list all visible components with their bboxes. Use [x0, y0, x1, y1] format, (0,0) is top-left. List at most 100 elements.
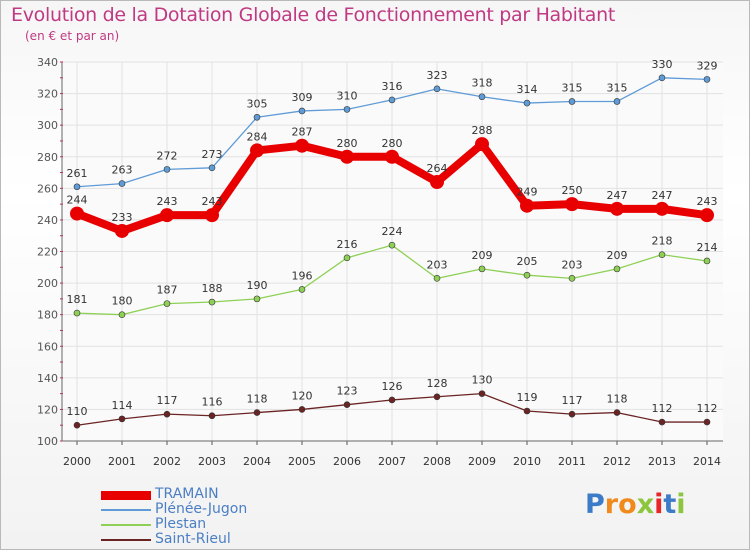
y-tick-label: 280 [37, 151, 58, 164]
data-point [433, 393, 441, 401]
data-point [385, 149, 399, 164]
data-label: 190 [247, 279, 268, 292]
data-label: 273 [202, 148, 223, 161]
x-tick-label: 2008 [423, 455, 451, 468]
data-label: 233 [112, 211, 133, 224]
data-point [73, 421, 81, 429]
data-label: 249 [517, 186, 538, 199]
data-label: 263 [112, 164, 133, 177]
data-point [478, 390, 486, 397]
data-point [205, 208, 219, 223]
x-tick-label: 2002 [153, 455, 181, 468]
legend-swatch-tramain [101, 491, 151, 500]
x-tick-label: 2010 [513, 455, 541, 468]
data-label: 280 [382, 137, 403, 150]
data-point [343, 254, 351, 262]
chart-title: Evolution de la Dotation Globale de Fonc… [11, 4, 616, 26]
legend-swatch-plestan [101, 524, 151, 526]
data-point [655, 201, 669, 216]
data-point [478, 265, 486, 273]
data-point [433, 85, 441, 93]
data-label: 205 [517, 255, 538, 268]
data-label: 116 [202, 396, 223, 409]
data-label: 119 [517, 391, 538, 404]
data-point [208, 164, 216, 172]
data-label: 214 [697, 241, 718, 254]
data-label: 243 [697, 195, 718, 208]
data-point [118, 180, 126, 187]
data-label: 310 [337, 89, 358, 102]
data-label: 330 [652, 58, 673, 71]
data-label: 315 [562, 81, 583, 94]
data-point [253, 113, 261, 121]
series-saint-rieul: 110 114 117 116 118 120 123 126 128 130 119 117 118 1… [67, 374, 718, 429]
data-label: 118 [247, 393, 268, 406]
data-point [703, 257, 711, 265]
data-point [703, 76, 711, 83]
proxiti-logo: Proxiti [585, 489, 686, 520]
x-tick-label: 2007 [378, 455, 406, 468]
data-point [118, 311, 126, 318]
data-label: 218 [652, 235, 673, 248]
data-label: 112 [652, 402, 673, 415]
y-tick-label: 300 [37, 119, 58, 132]
data-point [565, 197, 579, 212]
y-tick-label: 340 [37, 56, 58, 69]
data-label: 244 [67, 194, 88, 207]
data-label: 284 [247, 130, 268, 143]
y-tick-label: 220 [37, 246, 58, 259]
data-point [475, 137, 489, 152]
data-label: 181 [67, 293, 88, 306]
data-point [253, 295, 261, 303]
logo-letter: r [604, 489, 619, 520]
data-point [295, 138, 309, 153]
data-label: 243 [157, 195, 178, 208]
data-point [388, 241, 396, 249]
data-label: 209 [472, 249, 493, 262]
data-point [613, 265, 621, 273]
data-label: 329 [697, 59, 718, 72]
legend-item-plenee-jugon: Plénée-Jugon [101, 501, 301, 518]
legend-label-tramain: TRAMAIN [155, 486, 219, 502]
data-label: 180 [112, 295, 133, 308]
logo-letter: t [663, 489, 677, 520]
data-point [163, 300, 171, 307]
logo-letter: o [618, 489, 637, 520]
y-tick-label: 120 [37, 403, 58, 416]
legend-label-plestan: Plestan [155, 516, 207, 532]
data-point [118, 415, 126, 423]
data-point [343, 106, 351, 113]
data-label: 272 [157, 149, 178, 162]
legend-swatch-saint-rieul [101, 539, 151, 541]
logo-letter: P [585, 489, 605, 520]
data-label: 243 [202, 195, 223, 208]
data-point [160, 208, 174, 223]
legend-label-plenee-jugon: Plénée-Jugon [155, 501, 248, 517]
data-point [658, 74, 666, 82]
data-point [610, 201, 624, 216]
data-point [340, 149, 354, 164]
data-point [73, 183, 81, 191]
x-tick-label: 2012 [603, 455, 631, 468]
data-label: 117 [157, 394, 178, 407]
x-tick-label: 2014 [693, 455, 721, 468]
legend-item-saint-rieul: Saint-Rieul [101, 531, 301, 548]
data-point [388, 96, 396, 104]
data-label: 187 [157, 284, 178, 297]
series-tramain: 244 233 243 243 284 287 280 280 264 288 249 250 247 2… [67, 124, 718, 238]
data-point [298, 406, 306, 413]
y-tick-label: 200 [37, 277, 58, 290]
x-tick-label: 2003 [198, 455, 226, 468]
data-point [388, 396, 396, 404]
data-label: 247 [652, 189, 673, 202]
data-point [523, 99, 531, 107]
data-point [70, 206, 84, 221]
series-plenee-jugon: 261 263 272 273 305 309 310 316 323 318 314 315 315 3… [67, 58, 718, 191]
data-point [115, 223, 129, 238]
data-point [658, 418, 666, 426]
data-point [163, 410, 171, 418]
data-label: 110 [67, 405, 88, 418]
y-tick-label: 260 [37, 182, 58, 195]
data-point [343, 401, 351, 408]
